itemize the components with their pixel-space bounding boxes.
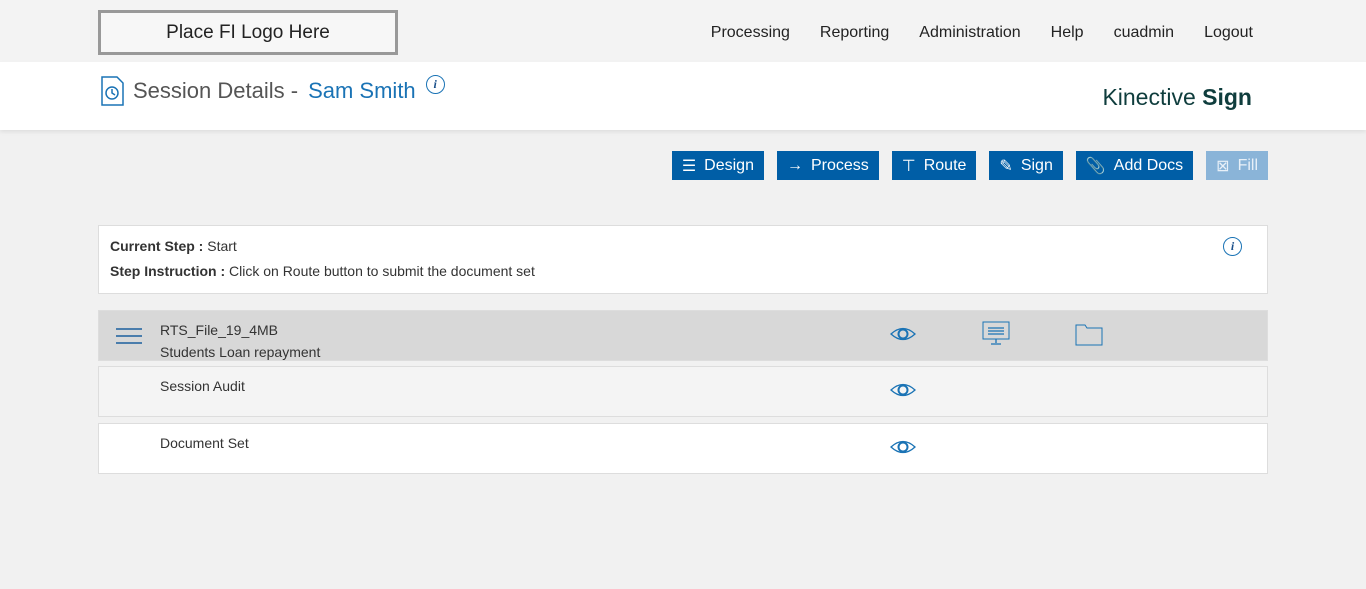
nav-reporting[interactable]: Reporting (819, 24, 890, 41)
add-docs-button[interactable]: 📎 Add Docs (1075, 151, 1194, 180)
monitor-icon[interactable] (982, 321, 1010, 347)
fill-doc-icon: ⊠ (1216, 157, 1230, 175)
arrow-right-icon: → (786, 156, 803, 174)
process-button[interactable]: → Process (776, 151, 879, 180)
nav-processing[interactable]: Processing (710, 24, 790, 41)
page-title: Session Details - Sam Smith i (100, 74, 445, 106)
fill-button[interactable]: ⊠ Fill (1206, 151, 1268, 180)
nav-user[interactable]: cuadmin (1113, 24, 1175, 41)
route-button[interactable]: ⊤ Route (891, 151, 977, 180)
list-item: Document Set (98, 423, 1268, 474)
nav-logout[interactable]: Logout (1204, 24, 1253, 41)
pen-icon: ✎ (999, 157, 1013, 175)
top-bar: Place FI Logo Here Processing Reporting … (0, 0, 1366, 62)
list-item: Session Audit (98, 366, 1268, 417)
folder-icon[interactable] (1075, 322, 1103, 346)
info-icon[interactable]: i (1223, 237, 1242, 256)
logo: Place FI Logo Here (98, 10, 398, 55)
sign-button[interactable]: ✎ Sign (989, 151, 1063, 180)
page-header (0, 62, 1366, 130)
eye-icon[interactable] (889, 323, 917, 345)
session-history-icon (101, 76, 124, 106)
list-item: RTS_File_19_4MB Students Loan repayment (98, 310, 1268, 361)
toolbar: ☰ Design → Process ⊤ Route ✎ Sign 📎 Add Docs … (671, 151, 1268, 180)
step-panel: Current Step : Start Step Instruction : … (98, 225, 1268, 294)
nav-help[interactable]: Help (1050, 24, 1084, 41)
eye-icon[interactable] (889, 436, 917, 458)
info-icon[interactable]: i (425, 74, 445, 94)
list-icon: ☰ (681, 157, 697, 175)
eye-icon[interactable] (889, 379, 917, 401)
design-button[interactable]: ☰ Design (671, 151, 764, 180)
menu-icon[interactable] (116, 326, 142, 346)
brand-logo: Kinective Sign (1102, 84, 1252, 110)
main-nav: Processing Reporting Administration Help… (711, 24, 1253, 42)
paperclip-icon: 📎 (1085, 157, 1106, 175)
nav-administration[interactable]: Administration (919, 24, 1021, 41)
sitemap-icon: ⊤ (901, 157, 916, 175)
